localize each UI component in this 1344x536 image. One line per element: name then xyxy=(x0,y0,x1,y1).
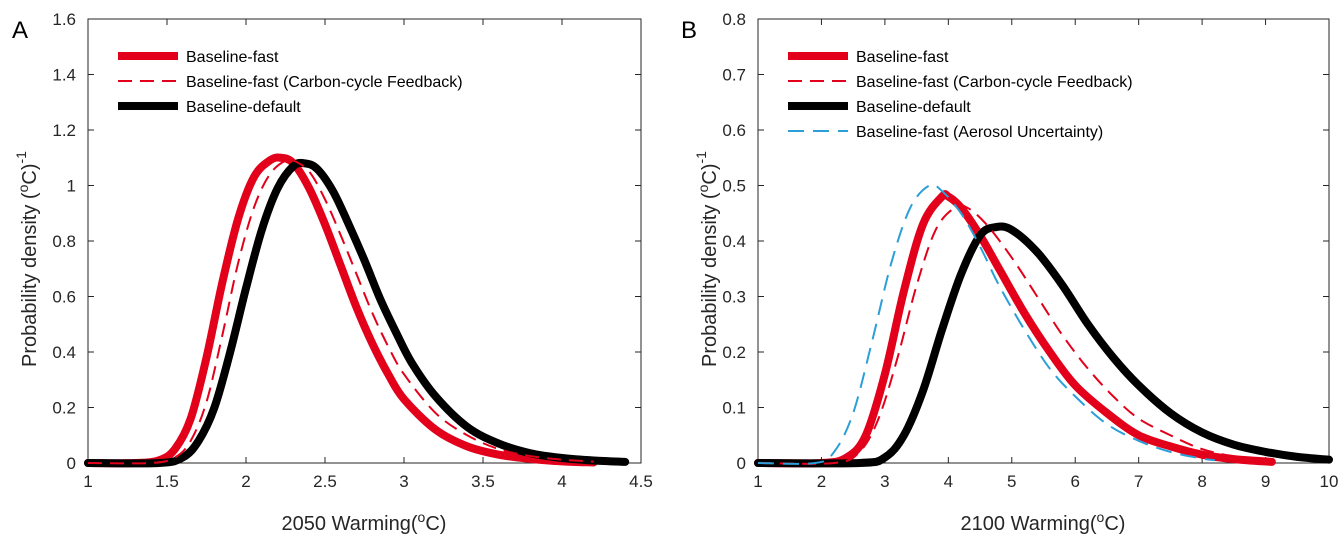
y-tick-label: 0.4 xyxy=(52,343,76,362)
y-tick-label: 0.3 xyxy=(722,288,746,307)
y-tick-label: 0.8 xyxy=(52,232,76,251)
legend-entry-label: Baseline-default xyxy=(186,99,301,116)
chart-panel-b: 1 2 3 4 5 6 7 8 9 10 0 0.1 0.2 0.3 0.4 0.5 0.6 0.7 0.8 Base… xyxy=(681,10,1338,535)
y-tick-label: 0.2 xyxy=(52,399,76,418)
legend-entry-label: Baseline-fast (Carbon-cycle Feedback) xyxy=(856,74,1133,91)
y-tick-label: 0 xyxy=(67,454,76,473)
x-tick-label: 4 xyxy=(557,472,566,491)
y-axis-label: Probability density (oC)-1 xyxy=(693,151,721,367)
y-axis-label-degree: o xyxy=(695,184,711,192)
y-tick-label: 0.1 xyxy=(722,399,746,418)
x-axis-label: 2050 Warming(oC) xyxy=(282,509,447,535)
y-axis-label-unit: C) xyxy=(19,164,41,185)
x-tick-label: 8 xyxy=(1197,472,1206,491)
series-line-baseline-default xyxy=(754,222,1333,468)
series-line-baseline-default xyxy=(84,158,630,468)
x-tick-label: 2 xyxy=(241,472,250,491)
x-axis-label-text: 2050 Warming( xyxy=(282,513,418,535)
x-tick-label: 4 xyxy=(944,472,953,491)
y-tick-label: 0.7 xyxy=(722,66,746,85)
x-axis-label-unit: C) xyxy=(425,513,446,535)
series-line-baseline-fast-carbon-cycle-feedback- xyxy=(87,157,594,465)
x-tick-label: 5 xyxy=(1007,472,1016,491)
y-axis-label-text: Probability density ( xyxy=(19,192,41,367)
x-tick-label: 7 xyxy=(1134,472,1143,491)
series-line-baseline-fast-carbon-cycle-feedback- xyxy=(757,204,1266,465)
legend-entry-label: Baseline-fast (Carbon-cycle Feedback) xyxy=(186,74,463,91)
x-tick-label: 10 xyxy=(1320,472,1339,491)
x-axis-label-degree: o xyxy=(418,509,426,525)
y-axis-label: Probability density (oC)-1 xyxy=(13,151,41,367)
legend-entry-label: Baseline-fast (Aerosol Uncertainty) xyxy=(856,124,1103,141)
y-axis-label-exponent: -1 xyxy=(13,151,29,164)
x-axis-label-text: 2100 Warming( xyxy=(961,513,1097,535)
x-axis-label: 2100 Warming(oC) xyxy=(961,509,1126,535)
x-tick-label: 3 xyxy=(880,472,889,491)
y-tick-label: 1.6 xyxy=(52,10,76,29)
series-line-baseline-fast-aerosol-uncertainty- xyxy=(757,183,1215,465)
y-tick-label: 0 xyxy=(737,454,746,473)
panel-label: A xyxy=(12,17,28,44)
x-tick-label: 9 xyxy=(1261,472,1270,491)
x-tick-label: 1 xyxy=(83,472,92,491)
legend-entry-label: Baseline-fast xyxy=(856,49,949,66)
y-axis-label-text: Probability density ( xyxy=(699,192,721,367)
y-tick-label: 0.4 xyxy=(722,232,746,251)
panel-label: B xyxy=(681,17,697,44)
x-axis-label-degree: o xyxy=(1097,509,1105,525)
x-tick-label: 2 xyxy=(817,472,826,491)
x-tick-label: 4.5 xyxy=(629,472,653,491)
x-tick-label: 1 xyxy=(753,472,762,491)
x-tick-label: 3.5 xyxy=(471,472,495,491)
x-tick-label: 1.5 xyxy=(155,472,179,491)
y-tick-label: 1 xyxy=(67,177,76,196)
y-tick-label: 0.5 xyxy=(722,177,746,196)
chart-panel-a: 1 1.5 2 2.5 3 3.5 4 4.5 0 0.2 0.4 0.6 0.8 1 1.2 1.4 1.6 B… xyxy=(12,10,653,535)
x-tick-label: 6 xyxy=(1070,472,1079,491)
x-axis-label-unit: C) xyxy=(1104,513,1125,535)
series-line-baseline-fast xyxy=(84,153,598,468)
y-tick-label: 0.6 xyxy=(722,121,746,140)
y-tick-label: 0.6 xyxy=(52,288,76,307)
y-tick-label: 1.2 xyxy=(52,121,76,140)
legend-entry-label: Baseline-default xyxy=(856,99,971,116)
legend-entry-label: Baseline-fast xyxy=(186,49,279,66)
y-tick-label: 0.2 xyxy=(722,343,746,362)
series-line-baseline-fast xyxy=(754,190,1276,468)
y-axis-label-exponent: -1 xyxy=(693,151,709,164)
x-tick-label: 3 xyxy=(399,472,408,491)
x-tick-label: 2.5 xyxy=(313,472,337,491)
y-tick-label: 0.8 xyxy=(722,10,746,29)
y-tick-label: 1.4 xyxy=(52,66,76,85)
y-axis-label-degree: o xyxy=(15,184,31,192)
y-axis-label-unit: C) xyxy=(699,164,721,185)
